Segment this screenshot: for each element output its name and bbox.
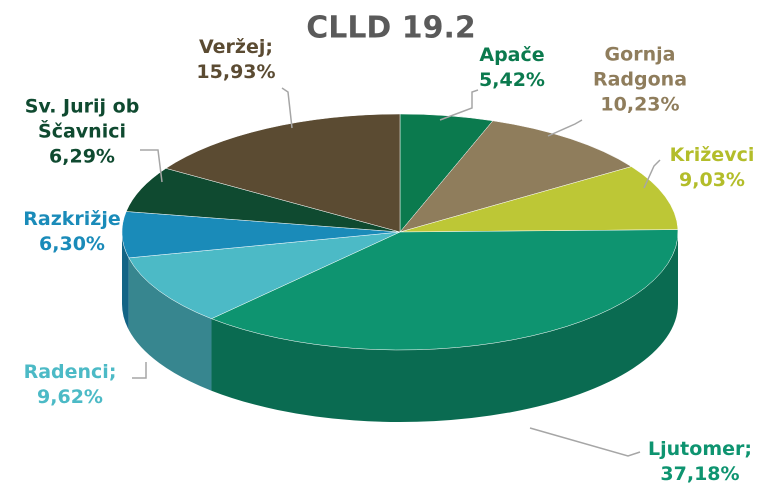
chart-title: CLLD 19.2 [306, 10, 476, 46]
leader-lines [132, 87, 661, 457]
leader-line [529, 427, 641, 457]
slice-side [128, 257, 212, 391]
data-label: Apače 5,42% [457, 43, 567, 93]
slice [165, 113, 401, 233]
category-label: Gornja Radgona [592, 43, 688, 91]
leader-line [132, 362, 147, 379]
category-label: Sv. Jurij ob Ščavnici [24, 95, 140, 143]
slice [399, 120, 632, 233]
value-label: 6,30% [39, 233, 105, 255]
leader-line [281, 87, 293, 129]
data-label: Ljutomer; 37,18% [635, 437, 765, 487]
data-label: Križevci 9,03% [657, 143, 767, 193]
data-label: Gornja Radgona 10,23% [575, 43, 705, 118]
leader-line [643, 159, 661, 189]
pie [121, 113, 679, 423]
leader-line [547, 119, 583, 137]
category-label: Razkrižje [23, 208, 121, 230]
data-label: Veržej; 15,93% [181, 35, 291, 85]
slice [128, 231, 401, 319]
leader-line [140, 149, 163, 183]
value-label: 10,23% [600, 93, 680, 116]
data-label: Razkrižje 6,30% [12, 207, 132, 257]
leader-line [439, 89, 479, 121]
value-label: 37,18% [660, 463, 740, 485]
slice-side [211, 232, 678, 423]
category-label: Apače [479, 44, 545, 66]
value-label: 9,03% [679, 169, 745, 191]
value-label: 5,42% [479, 69, 545, 91]
category-label: Veržej; [199, 36, 273, 58]
slice [210, 229, 679, 351]
data-label: Radenci; 9,62% [10, 360, 130, 410]
category-label: Križevci [669, 144, 755, 166]
slice-side [122, 232, 129, 330]
slice [399, 166, 679, 233]
data-label: Sv. Jurij ob Ščavnici 6,29% [2, 95, 162, 170]
category-label: Ljutomer; [648, 438, 752, 460]
category-label: Radenci; [23, 361, 117, 383]
value-label: 9,62% [37, 386, 103, 408]
value-label: 15,93% [196, 61, 276, 83]
value-label: 6,29% [49, 145, 115, 168]
